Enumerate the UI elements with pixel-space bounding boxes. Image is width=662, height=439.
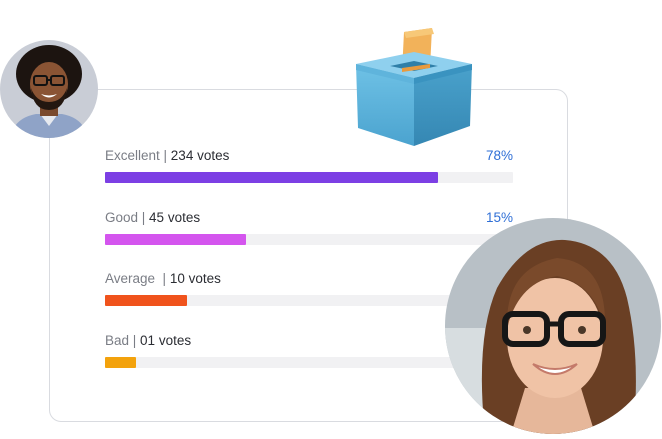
option-separator: |: [159, 148, 171, 163]
option-separator: |: [155, 271, 170, 286]
progress-track: [105, 172, 513, 183]
poll-option-average[interactable]: Average | 10 votes: [105, 270, 513, 306]
avatar-woman: [445, 218, 661, 434]
progress-track: [105, 357, 513, 368]
vote-count: 10 votes: [169, 271, 221, 286]
option-label: Bad: [105, 333, 130, 348]
poll-option-bad[interactable]: Bad | 01 votes: [105, 332, 513, 368]
poll-option-excellent[interactable]: Excellent | 234 votes 78%: [105, 147, 513, 183]
progress-fill: [105, 357, 136, 368]
option-separator: |: [138, 210, 150, 225]
progress-fill: [105, 295, 187, 306]
vote-percent: 78%: [485, 148, 513, 163]
poll-option-header: Bad | 01 votes: [105, 332, 513, 350]
ballot-box-icon: [352, 26, 476, 150]
poll-option-header: Excellent | 234 votes 78%: [105, 147, 513, 165]
poll-option-header: Good | 45 votes 15%: [105, 209, 513, 227]
option-label: Excellent: [105, 148, 160, 163]
progress-track: [105, 234, 513, 245]
avatar-man: [0, 40, 98, 138]
option-label: Good: [105, 210, 139, 225]
progress-track: [105, 295, 513, 306]
poll-option-header: Average | 10 votes: [105, 270, 513, 288]
option-separator: |: [129, 333, 141, 348]
poll-option-good[interactable]: Good | 45 votes 15%: [105, 209, 513, 245]
vote-count: 01 votes: [140, 333, 192, 348]
vote-count: 45 votes: [149, 210, 201, 225]
vote-percent: 15%: [485, 210, 513, 225]
option-label: Average: [105, 271, 156, 286]
progress-fill: [105, 234, 246, 245]
vote-count: 234 votes: [170, 148, 230, 163]
progress-fill: [105, 172, 438, 183]
